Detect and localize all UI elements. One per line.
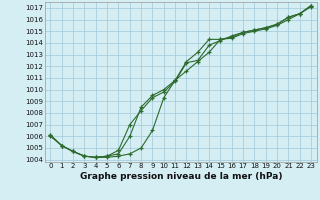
X-axis label: Graphe pression niveau de la mer (hPa): Graphe pression niveau de la mer (hPa) [80, 172, 282, 181]
